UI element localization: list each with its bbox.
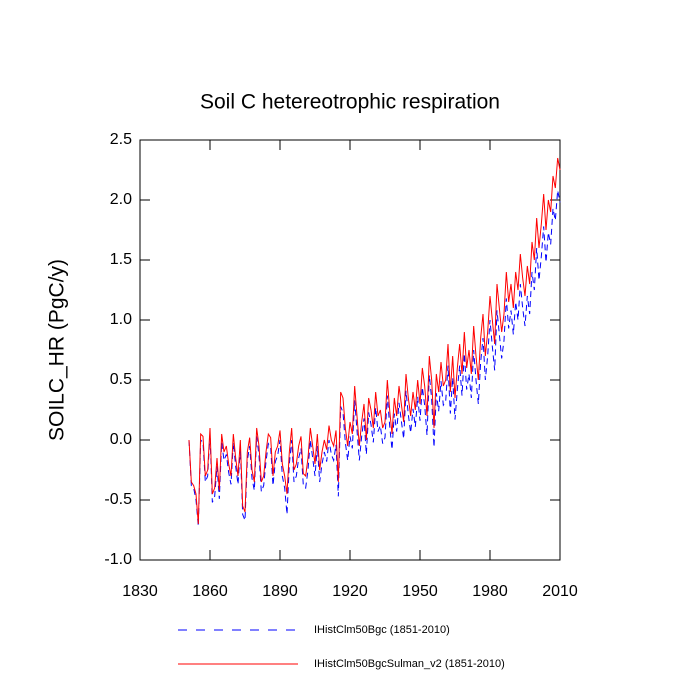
y-tick-label: 1.0 [110, 311, 132, 328]
plot-frame [139, 139, 561, 561]
y-tick-label: 0.5 [110, 371, 132, 388]
y-tick-label: 0.0 [110, 431, 132, 448]
x-tick-label: 1980 [472, 583, 508, 600]
x-tick-label: 1860 [192, 583, 228, 600]
x-tick-label: 1830 [122, 583, 158, 600]
y-tick-label: 2.5 [110, 131, 132, 148]
legend-label: IHistClm50BgcSulman_v2 (1851-2010) [314, 658, 505, 670]
series-line [188, 157, 561, 525]
y-tick-label: 1.5 [110, 251, 132, 268]
y-axis-label: SOILC_HR (PgC/y) [46, 259, 69, 441]
y-tick-label: -1.0 [104, 551, 132, 568]
series-line [188, 190, 561, 527]
x-tick-label: 2010 [542, 583, 578, 600]
chart-title: Soil C hetereotrophic respiration [200, 91, 500, 114]
x-tick-label: 1920 [332, 583, 368, 600]
x-tick-label: 1950 [402, 583, 438, 600]
y-tick-label: -0.5 [104, 491, 132, 508]
y-tick-label: 2.0 [110, 191, 132, 208]
x-tick-label: 1890 [262, 583, 298, 600]
legend-label: IHistClm50Bgc (1851-2010) [314, 624, 450, 636]
